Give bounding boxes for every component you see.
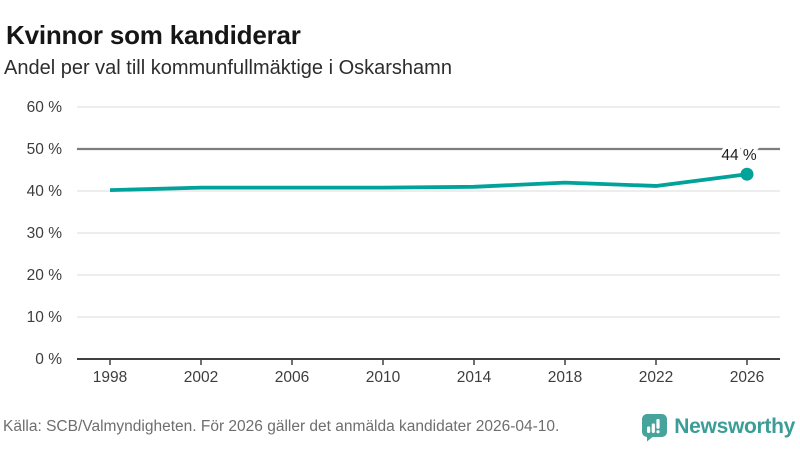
y-tick-label: 50 % (27, 141, 63, 158)
newsworthy-logo-link[interactable]: Newsworthy (641, 413, 795, 442)
x-tick-label: 2026 (730, 369, 764, 386)
end-point-dot (740, 167, 754, 181)
newsworthy-badge-icon (641, 413, 668, 442)
x-tick-label: 2002 (184, 369, 218, 386)
y-tick-label: 20 % (27, 267, 63, 284)
newsworthy-wordmark: Newsworthy (674, 415, 795, 438)
x-tick-label: 2010 (366, 369, 401, 386)
x-tick-label: 2018 (548, 369, 582, 386)
y-tick-label: 30 % (27, 225, 63, 242)
y-tick-label: 40 % (27, 183, 63, 200)
x-tick-label: 2006 (275, 369, 309, 386)
chart-subtitle: Andel per val till kommunfullmäktige i O… (4, 57, 452, 79)
footer: Källa: SCB/Valmyndigheten. För 2026 gäll… (0, 410, 800, 444)
x-tick-label: 2022 (639, 369, 673, 386)
data-line (109, 172, 748, 193)
x-tick-label: 2014 (457, 369, 492, 386)
y-tick-label: 0 % (35, 351, 62, 368)
end-point-label: 44 % (721, 147, 757, 164)
chart-title: Kvinnor som kandiderar (6, 20, 301, 51)
line-chart: 0 % 10 % 20 % 30 % 40 % 50 % 60 % 1998 2002 2006 2… (0, 95, 800, 400)
chart-svg: 0 % 10 % 20 % 30 % 40 % 50 % 60 % 1998 2002 2006 2… (27, 99, 780, 386)
x-tick-label: 1998 (93, 369, 127, 386)
source-note: Källa: SCB/Valmyndigheten. För 2026 gäll… (3, 418, 560, 435)
y-tick-label: 60 % (27, 99, 63, 116)
y-tick-label: 10 % (27, 309, 63, 326)
